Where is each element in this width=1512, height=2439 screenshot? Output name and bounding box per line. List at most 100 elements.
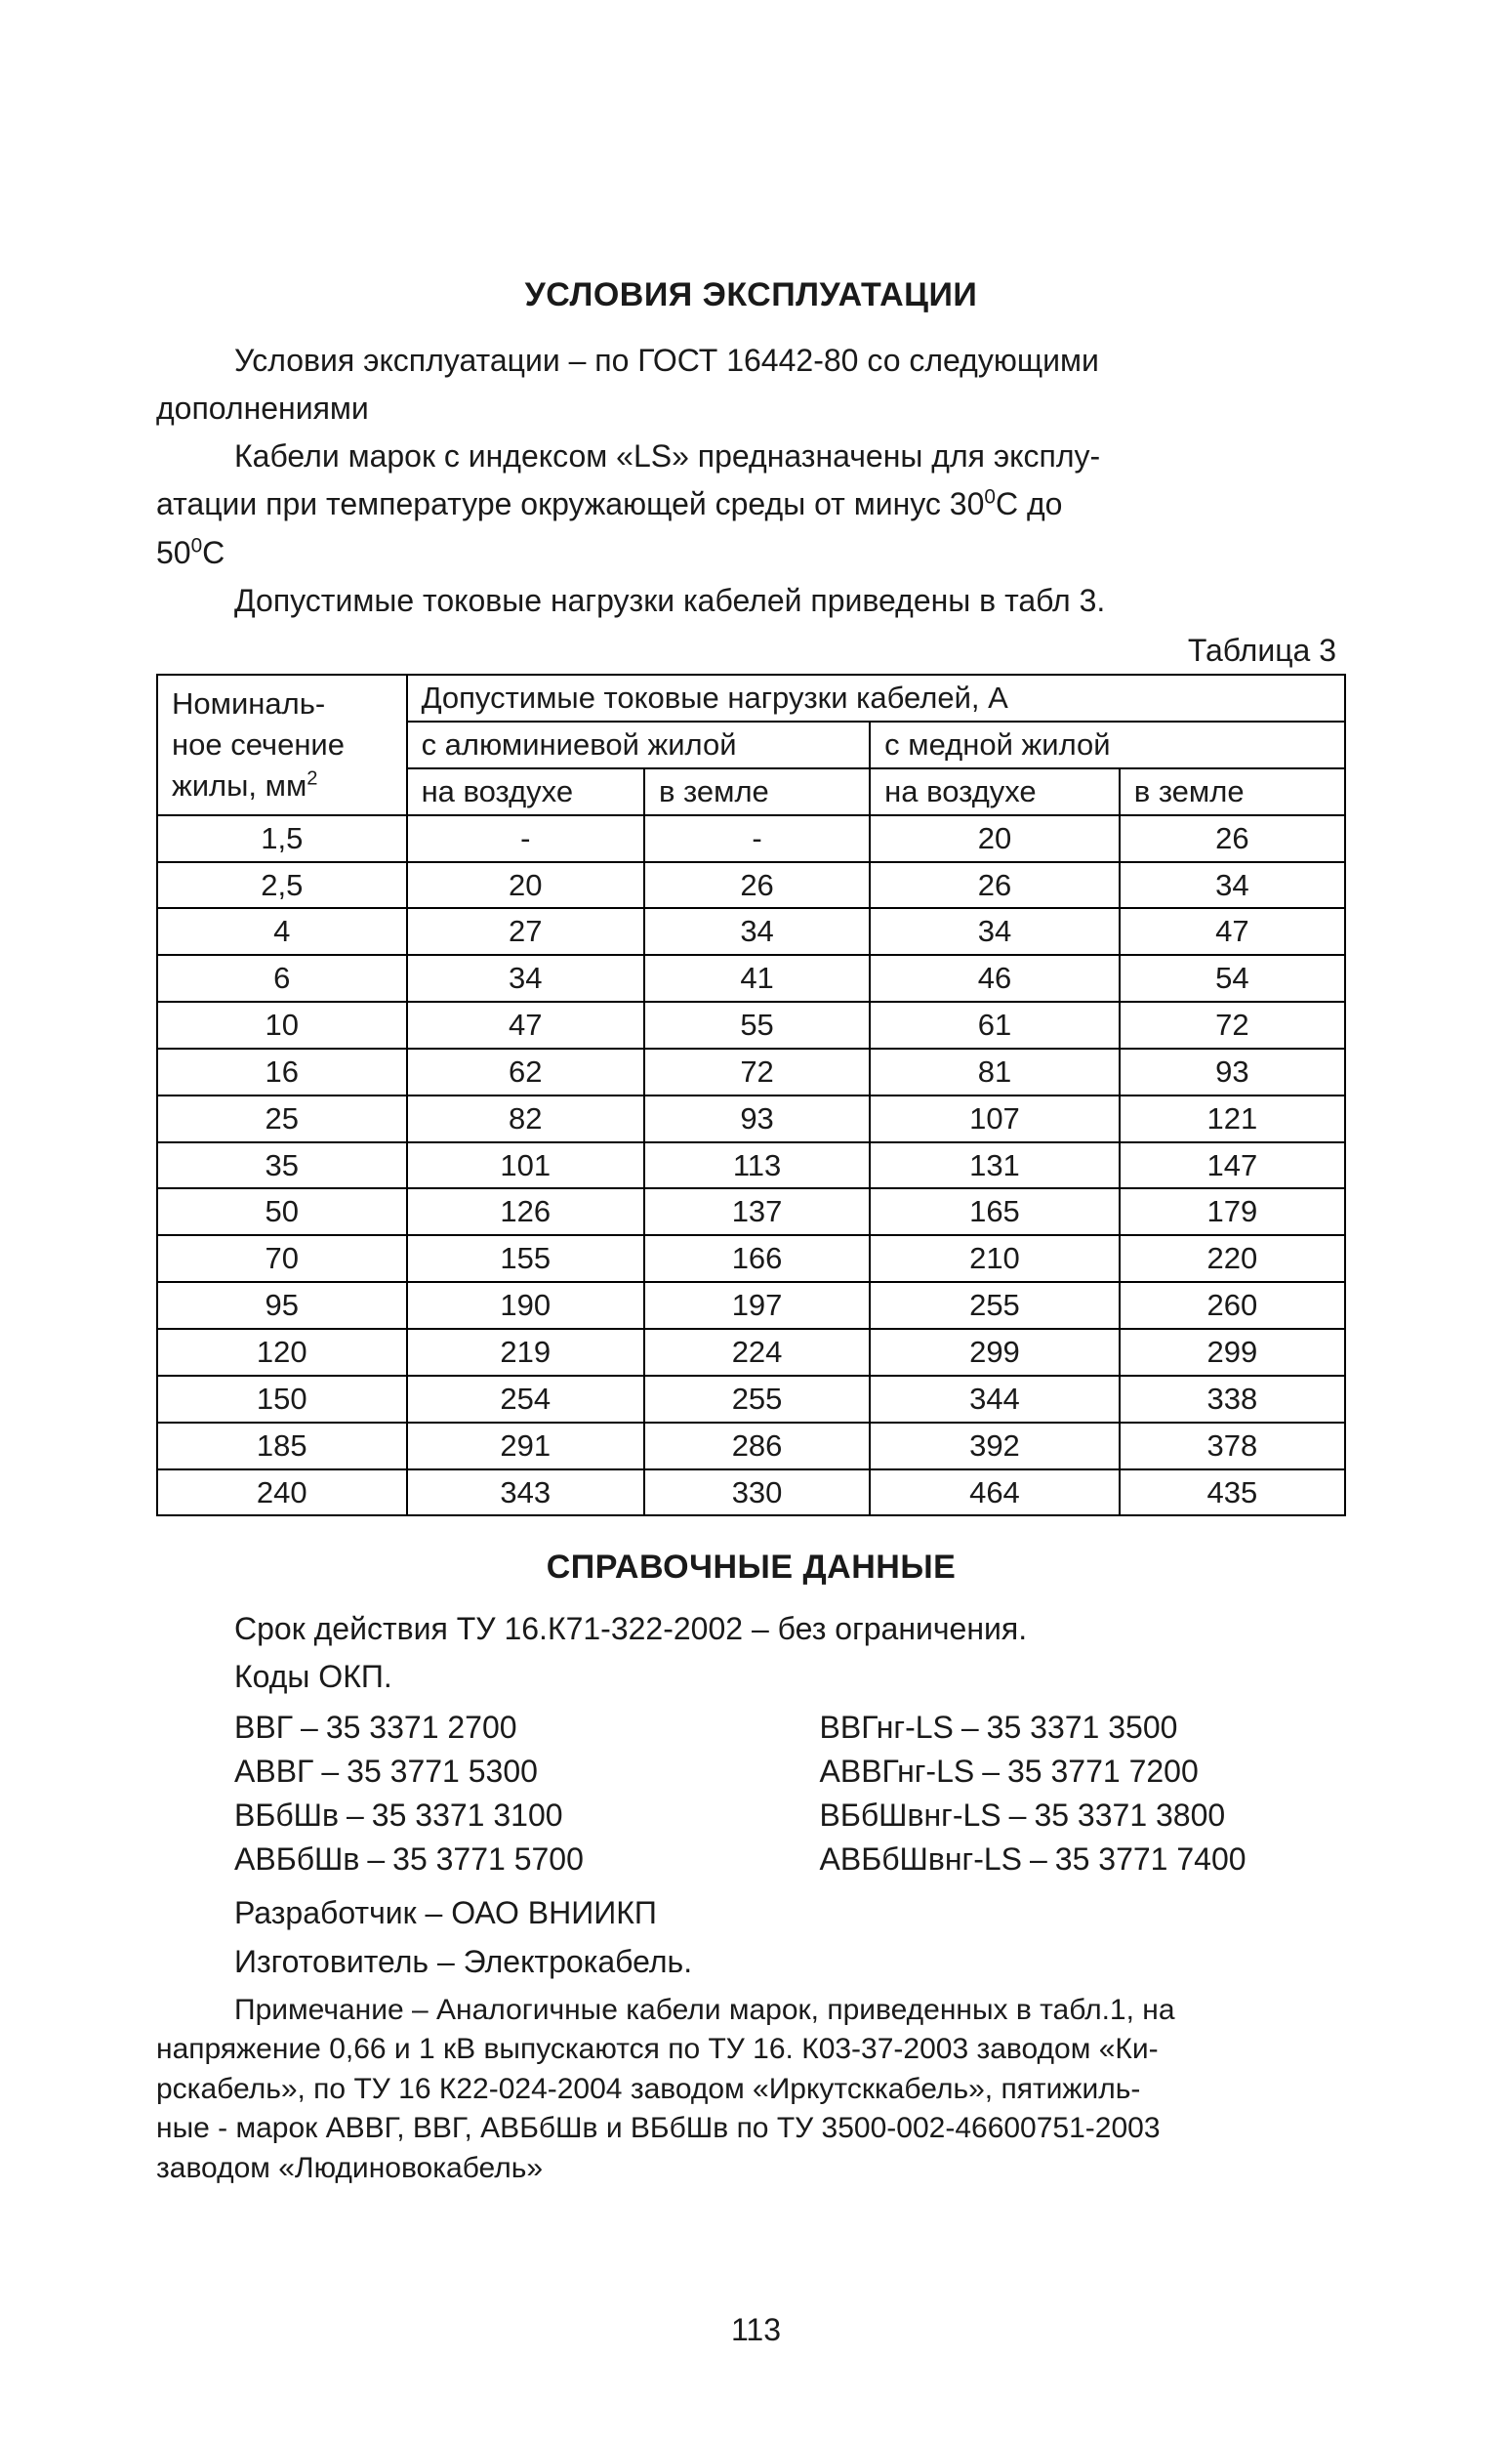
note-line: заводом «Людиновокабель» <box>156 2149 1346 2189</box>
okp-code-name: АВБбШв <box>234 1839 359 1881</box>
okp-code-value: 35 3371 3800 <box>1034 1795 1225 1837</box>
table-cell: 260 <box>1120 1282 1345 1329</box>
table-cell: 131 <box>870 1142 1120 1189</box>
table-cell: 72 <box>644 1049 870 1095</box>
table-cell: 54 <box>1120 955 1345 1002</box>
table-cell: 20 <box>870 815 1120 862</box>
okp-code-row: АВБбШвнг-LS–35 3771 7400 <box>820 1839 1347 1881</box>
dash: – <box>961 1707 979 1749</box>
table-cell: 34 <box>1120 862 1345 909</box>
table-cell: 299 <box>870 1329 1120 1376</box>
text-fragment: атации при температуре окружающей среды … <box>156 486 984 521</box>
table-cell: 147 <box>1120 1142 1345 1189</box>
table-cell: 93 <box>644 1095 870 1142</box>
table-row: 240343330464435 <box>157 1469 1345 1516</box>
heading-reference-data: СПРАВОЧНЫЕ ДАННЫЕ <box>156 1546 1346 1591</box>
table-cell: 107 <box>870 1095 1120 1142</box>
developer-line: Разработчик – ОАО ВНИИКП <box>156 1892 1346 1934</box>
table-cell: 82 <box>407 1095 644 1142</box>
dash: – <box>1009 1795 1027 1837</box>
table-cell: 255 <box>870 1282 1120 1329</box>
okp-code-row: АВВГнг-LS–35 3771 7200 <box>820 1751 1347 1793</box>
dash: – <box>301 1707 318 1749</box>
manufacturer-line: Изготовитель – Электрокабель. <box>156 1941 1346 1983</box>
note-line: Примечание – Аналогичные кабели марок, п… <box>156 1991 1346 2031</box>
table-cell: 286 <box>644 1423 870 1469</box>
okp-code-name: АВВГ <box>234 1751 313 1793</box>
okp-code-row: ВВГнг-LS–35 3371 3500 <box>820 1707 1347 1749</box>
table-cell: 70 <box>157 1235 407 1282</box>
table-cell: 61 <box>870 1002 1120 1049</box>
table-cell: 137 <box>644 1188 870 1235</box>
table-cell: 166 <box>644 1235 870 1282</box>
table-cell: 330 <box>644 1469 870 1516</box>
footnote: Примечание – Аналогичные кабели марок, п… <box>156 1991 1346 2189</box>
paragraph-line: Допустимые токовые нагрузки кабелей прив… <box>156 580 1346 622</box>
text-fragment: Номиналь- <box>172 686 325 721</box>
table-cell: 50 <box>157 1188 407 1235</box>
table-cell: 47 <box>407 1002 644 1049</box>
table-cell: - <box>644 815 870 862</box>
table-cell: 20 <box>407 862 644 909</box>
table-cell: 26 <box>870 862 1120 909</box>
okp-codes: ВВГ–35 3371 2700АВВГ–35 3771 5300ВБбШв–3… <box>156 1705 1346 1883</box>
table-row: Номиналь- ное сечение жилы, мм2 Допустим… <box>157 675 1345 722</box>
okp-code-value: 35 3371 3100 <box>372 1795 563 1837</box>
okp-code-value: 35 3771 5700 <box>392 1839 584 1881</box>
text-fragment: С до <box>996 486 1062 521</box>
table-cell: 101 <box>407 1142 644 1189</box>
table-cell: 95 <box>157 1282 407 1329</box>
table-row: 1,5--2026 <box>157 815 1345 862</box>
okp-code-value: 35 3771 7400 <box>1055 1839 1246 1881</box>
table-cell: 1,5 <box>157 815 407 862</box>
paragraph-line: атации при температуре окружающей среды … <box>156 483 1346 525</box>
table-cell: 55 <box>644 1002 870 1049</box>
table-row: 95190197255260 <box>157 1282 1345 1329</box>
table-cell: 16 <box>157 1049 407 1095</box>
table-cell: 344 <box>870 1376 1120 1423</box>
text-fragment: ное сечение <box>172 727 345 762</box>
text-fragment: жилы, мм <box>172 768 306 803</box>
table-cell: - <box>407 815 644 862</box>
table-cell: 26 <box>644 862 870 909</box>
okp-code-name: АВБбШвнг-LS <box>820 1839 1022 1881</box>
table-cell: 150 <box>157 1376 407 1423</box>
okp-code-value: 35 3371 3500 <box>987 1707 1178 1749</box>
superscript: 0 <box>984 486 996 509</box>
table-cell: 378 <box>1120 1423 1345 1469</box>
table-cell: 126 <box>407 1188 644 1235</box>
okp-code-name: ВБбШвнг-LS <box>820 1795 1001 1837</box>
table-cell: 81 <box>870 1049 1120 1095</box>
table-row: 35101113131147 <box>157 1142 1345 1189</box>
col-header-section: Номиналь- ное сечение жилы, мм2 <box>157 675 407 815</box>
load-table: Номиналь- ное сечение жилы, мм2 Допустим… <box>156 674 1346 1516</box>
dash: – <box>347 1795 364 1837</box>
table-cell: 190 <box>407 1282 644 1329</box>
document-page: УСЛОВИЯ ЭКСПЛУАТАЦИИ Условия эксплуатаци… <box>0 0 1512 2439</box>
table-cell: 120 <box>157 1329 407 1376</box>
paragraph-line: дополнениями <box>156 388 1346 430</box>
okp-code-name: ВБбШв <box>234 1795 339 1837</box>
table-cell: 47 <box>1120 908 1345 955</box>
table-cell: 46 <box>870 955 1120 1002</box>
col-header-main: Допустимые токовые нагрузки кабелей, А <box>407 675 1345 722</box>
table-row: 2,520262634 <box>157 862 1345 909</box>
table-cell: 10 <box>157 1002 407 1049</box>
table-cell: 27 <box>407 908 644 955</box>
okp-code-row: АВБбШв–35 3771 5700 <box>234 1839 761 1881</box>
table-cell: 34 <box>870 908 1120 955</box>
table-cell: 343 <box>407 1469 644 1516</box>
text-fragment: С <box>202 535 225 570</box>
table-cell: 219 <box>407 1329 644 1376</box>
paragraph-line: Срок действия ТУ 16.К71-322-2002 – без о… <box>156 1608 1346 1650</box>
table-cell: 210 <box>870 1235 1120 1282</box>
table-row: 427343447 <box>157 908 1345 955</box>
col-header-copper: с медной жилой <box>870 722 1345 768</box>
col-header-aluminum: с алюминиевой жилой <box>407 722 871 768</box>
okp-codes-left: ВВГ–35 3371 2700АВВГ–35 3771 5300ВБбШв–3… <box>156 1705 761 1883</box>
okp-code-row: ВБбШв–35 3371 3100 <box>234 1795 761 1837</box>
col-header-air: на воздухе <box>407 768 644 815</box>
table-row: 634414654 <box>157 955 1345 1002</box>
col-header-ground: в земле <box>644 768 870 815</box>
table-cell: 435 <box>1120 1469 1345 1516</box>
